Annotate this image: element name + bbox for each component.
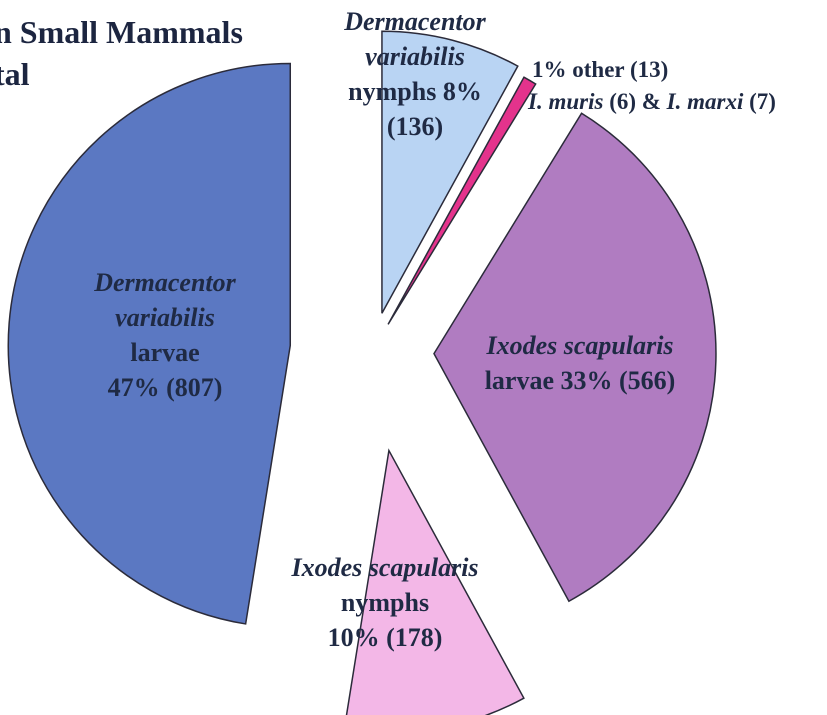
label-part: Dermacentor variabilis: [94, 268, 236, 332]
pie-slice: [345, 448, 525, 715]
slice-label: 1% other (13) I. muris (6) & I. marxi (7…: [528, 54, 827, 118]
pie-slice: [7, 62, 292, 625]
label-part: larvae: [130, 338, 200, 367]
title-line: tal: [0, 56, 30, 92]
slice-label: Ixodes scapularis nymphs 10% (178): [255, 550, 515, 655]
label-part: nymphs: [340, 588, 430, 617]
label-part: nymphs 8% (136): [348, 77, 482, 141]
label-part: 10% (178): [327, 623, 443, 652]
title-line: n Small Mammals: [0, 14, 243, 50]
slice-label: Dermacentor variabilis nymphs 8% (136): [340, 4, 490, 144]
label-part: Ixodes scapularis: [486, 331, 674, 360]
label-part: Dermacentor variabilis: [344, 7, 486, 71]
label-part: I. marxi: [666, 89, 744, 114]
label-part: larvae 33% (566): [484, 366, 676, 395]
pie-slice: [387, 76, 537, 325]
label-part: Ixodes scapularis: [291, 553, 479, 582]
label-part: 1% other (13): [532, 57, 669, 82]
slice-label: Dermacentor variabilis larvae 47% (807): [65, 265, 265, 405]
label-part: I. muris: [528, 89, 604, 114]
slice-label: Ixodes scapularis larvae 33% (566): [455, 328, 705, 398]
label-part: 47% (807): [107, 373, 223, 402]
label-part: (6) &: [609, 89, 661, 114]
pie-slice: [433, 112, 717, 603]
label-part: (7): [749, 89, 776, 114]
pie-slice: [381, 30, 519, 314]
